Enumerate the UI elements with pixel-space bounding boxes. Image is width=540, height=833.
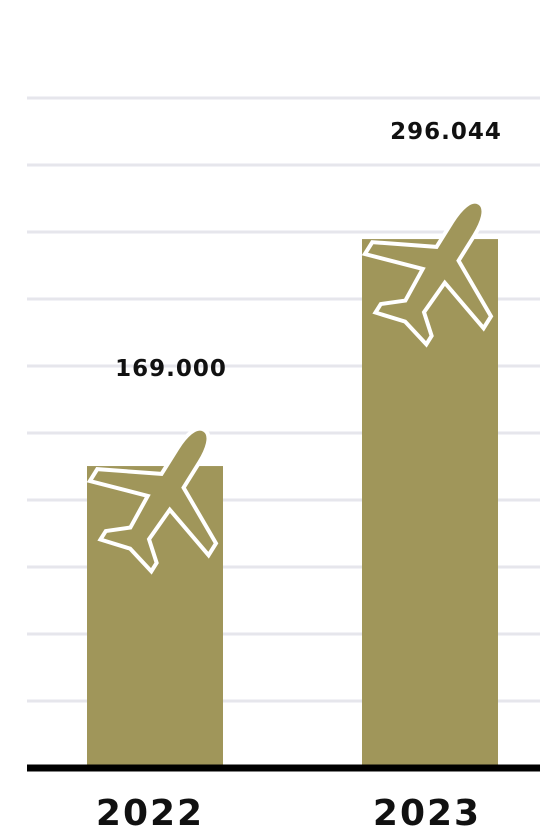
category-label-2022: 2022 bbox=[96, 793, 204, 833]
value-label-2022: 169.000 bbox=[115, 356, 227, 382]
labels: 169.000 2022 296.044 2023 bbox=[96, 119, 502, 833]
category-label-2023: 2023 bbox=[373, 793, 481, 833]
bars bbox=[64, 163, 540, 768]
value-label-2023: 296.044 bbox=[390, 119, 502, 145]
